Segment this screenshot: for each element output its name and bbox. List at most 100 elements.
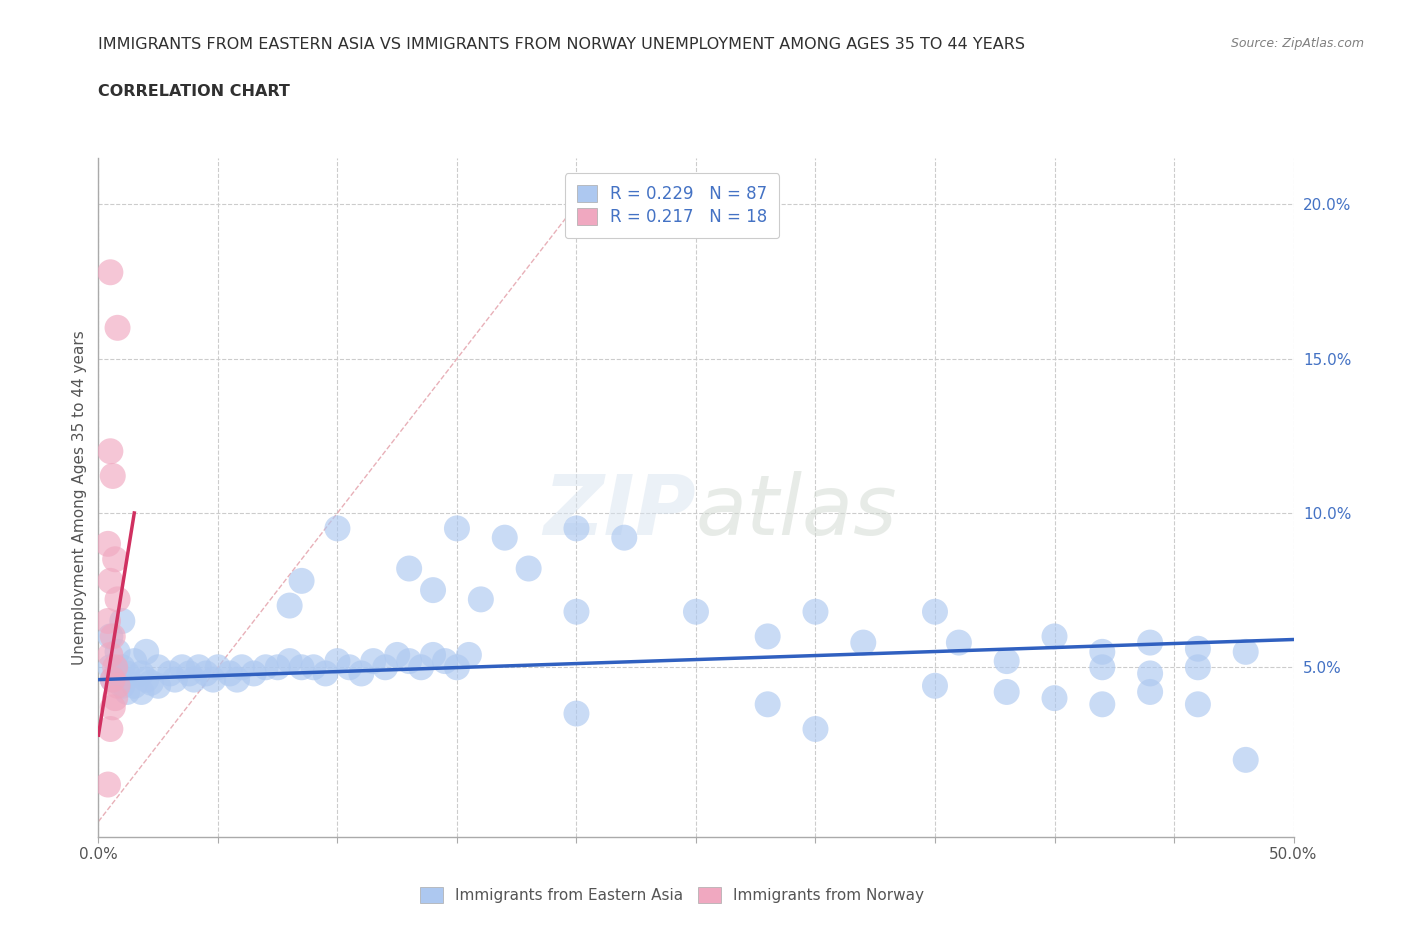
Point <box>350 666 373 681</box>
Point <box>1187 642 1209 657</box>
Point <box>363 654 385 669</box>
Point <box>1139 684 1161 699</box>
Point <box>422 647 444 662</box>
Point <box>135 644 157 659</box>
Point <box>565 604 588 619</box>
Point <box>101 672 124 687</box>
Point <box>98 265 122 280</box>
Point <box>267 660 290 675</box>
Point <box>172 660 194 675</box>
Point <box>756 697 779 711</box>
Point <box>107 320 129 335</box>
Point <box>104 660 127 675</box>
Point <box>219 666 242 681</box>
Point <box>254 660 277 675</box>
Point <box>422 583 444 598</box>
Point <box>107 678 129 693</box>
Point <box>139 675 162 690</box>
Point <box>148 678 170 693</box>
Point <box>278 654 301 669</box>
Point <box>1091 644 1114 659</box>
Point <box>107 666 129 681</box>
Point <box>685 604 707 619</box>
Point <box>131 684 153 699</box>
Point <box>111 614 134 629</box>
Point <box>98 629 122 644</box>
Point <box>163 672 186 687</box>
Point <box>446 521 468 536</box>
Point <box>948 635 970 650</box>
Point <box>756 629 779 644</box>
Point <box>98 660 122 675</box>
Point <box>291 660 314 675</box>
Point <box>1139 666 1161 681</box>
Point <box>104 691 127 706</box>
Point <box>131 666 153 681</box>
Point <box>101 672 124 687</box>
Point <box>565 706 588 721</box>
Text: Source: ZipAtlas.com: Source: ZipAtlas.com <box>1230 37 1364 50</box>
Point <box>326 521 349 536</box>
Point <box>1043 629 1066 644</box>
Point <box>124 678 146 693</box>
Point <box>278 598 301 613</box>
Point <box>494 530 516 545</box>
Point <box>207 660 229 675</box>
Point <box>339 660 360 675</box>
Point <box>104 551 127 566</box>
Point <box>1043 691 1066 706</box>
Point <box>446 660 468 675</box>
Point <box>183 672 205 687</box>
Point <box>852 635 875 650</box>
Point <box>179 666 201 681</box>
Point <box>1091 660 1114 675</box>
Point <box>135 672 157 687</box>
Point <box>291 574 314 589</box>
Point <box>385 647 409 662</box>
Point <box>124 654 146 669</box>
Point <box>1139 635 1161 650</box>
Point <box>398 561 420 576</box>
Y-axis label: Unemployment Among Ages 35 to 44 years: Unemployment Among Ages 35 to 44 years <box>72 330 87 665</box>
Text: CORRELATION CHART: CORRELATION CHART <box>98 84 290 99</box>
Point <box>924 604 946 619</box>
Point <box>97 777 120 792</box>
Point <box>517 561 540 576</box>
Point <box>111 660 134 675</box>
Point <box>470 592 492 607</box>
Point <box>398 654 420 669</box>
Point <box>97 537 120 551</box>
Point <box>315 666 337 681</box>
Point <box>159 666 181 681</box>
Point <box>226 672 249 687</box>
Point <box>1091 697 1114 711</box>
Point <box>1187 660 1209 675</box>
Text: atlas: atlas <box>696 471 897 551</box>
Point <box>101 700 124 715</box>
Point <box>202 672 225 687</box>
Point <box>107 644 129 659</box>
Point <box>98 444 122 458</box>
Point <box>98 722 122 737</box>
Point <box>187 660 209 675</box>
Point <box>243 666 266 681</box>
Text: ZIP: ZIP <box>543 471 696 551</box>
Point <box>565 521 588 536</box>
Point <box>115 684 138 699</box>
Legend: Immigrants from Eastern Asia, Immigrants from Norway: Immigrants from Eastern Asia, Immigrants… <box>412 880 932 910</box>
Point <box>115 666 138 681</box>
Point <box>302 660 325 675</box>
Point <box>1187 697 1209 711</box>
Point <box>411 660 433 675</box>
Point <box>231 660 253 675</box>
Point <box>101 629 124 644</box>
Point <box>101 469 124 484</box>
Point <box>433 654 456 669</box>
Point <box>98 574 122 589</box>
Point <box>111 678 134 693</box>
Point <box>995 684 1018 699</box>
Point <box>326 654 349 669</box>
Point <box>1234 644 1257 659</box>
Point <box>98 647 122 662</box>
Point <box>194 666 218 681</box>
